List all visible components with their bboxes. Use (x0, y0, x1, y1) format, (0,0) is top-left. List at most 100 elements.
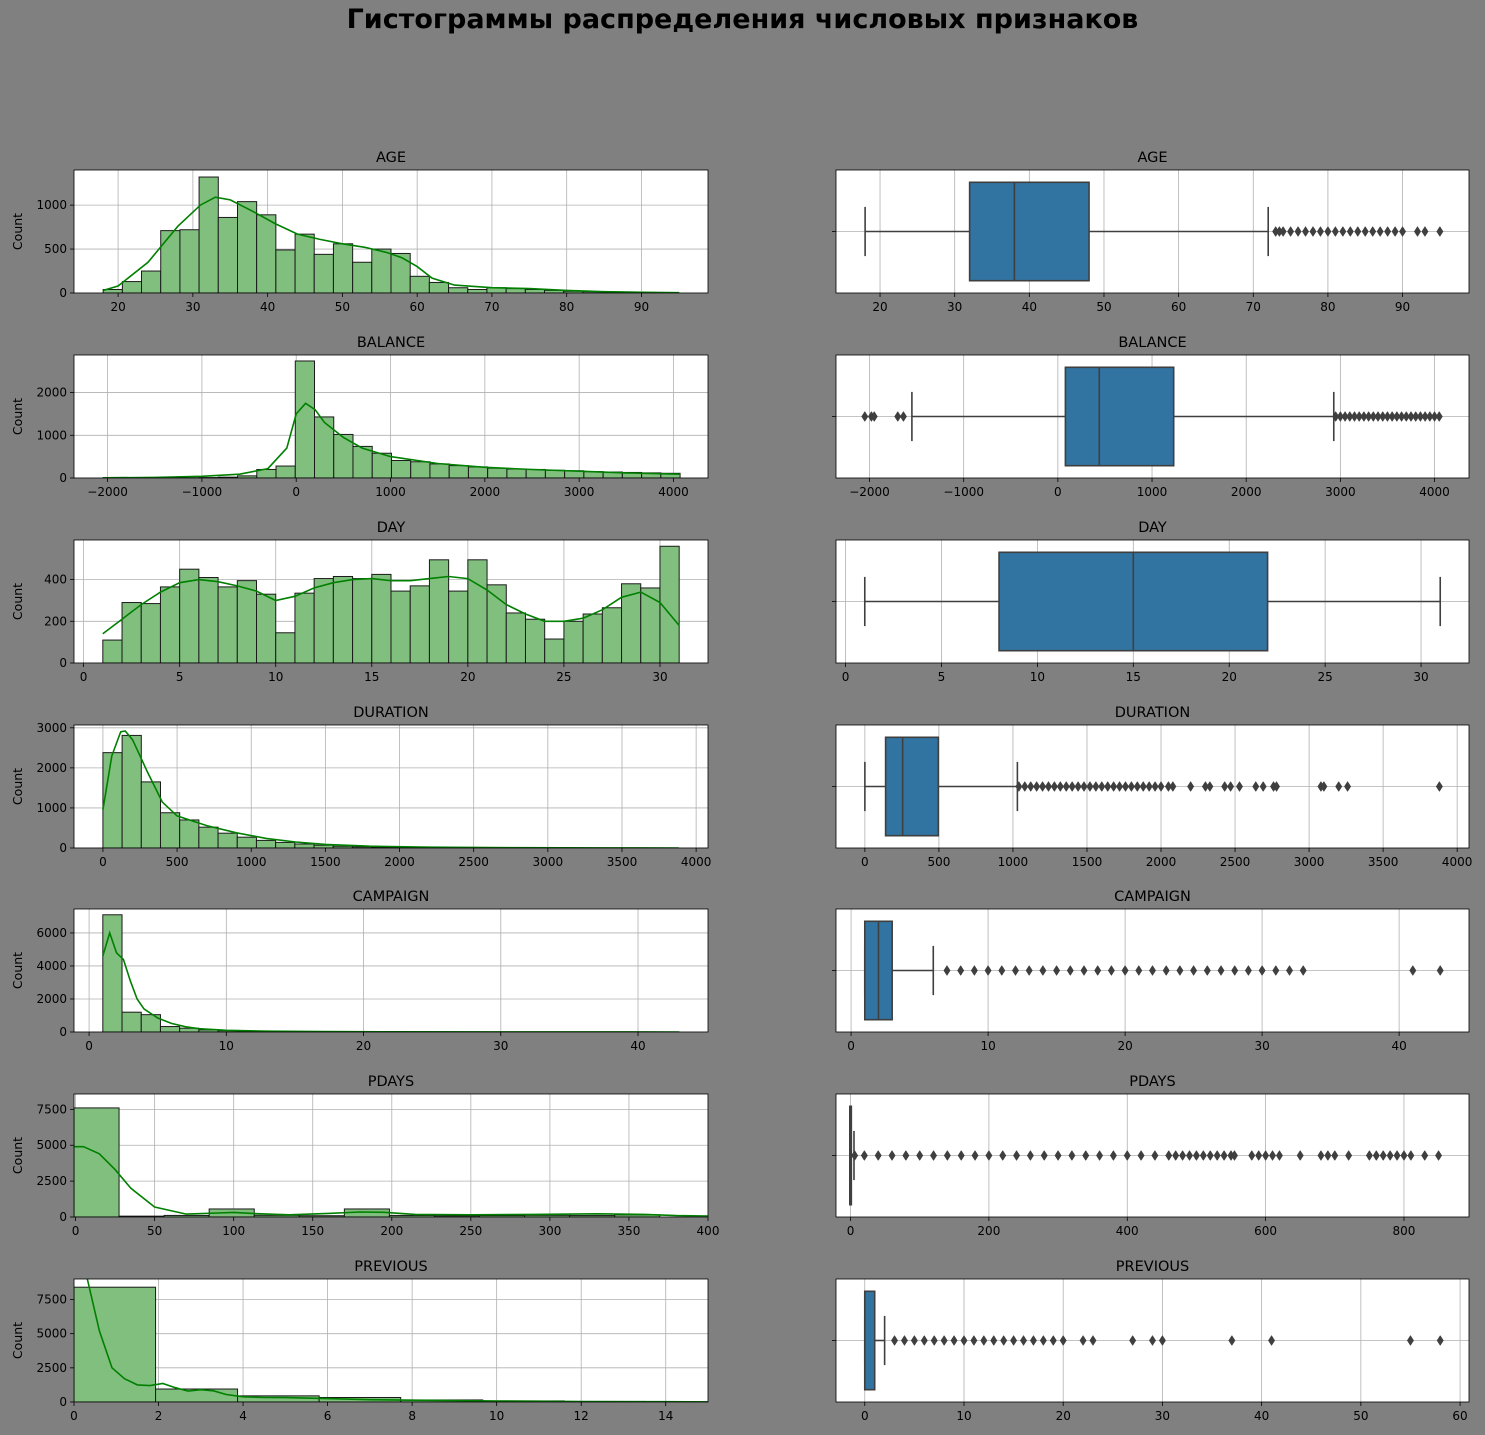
x-tick-label: 20 (1222, 670, 1237, 684)
outlier-marker (899, 411, 907, 422)
outlier-marker (1190, 965, 1198, 976)
outlier-marker (1010, 1335, 1018, 1346)
x-tick-label: 0 (847, 1224, 855, 1238)
outlier-marker (1121, 965, 1129, 976)
kde-curve (74, 1145, 708, 1217)
y-tick-label: 1000 (36, 198, 67, 212)
histogram-bar (179, 229, 200, 293)
x-tick-label: 500 (927, 855, 950, 869)
y-tick-label: 2000 (36, 386, 67, 400)
axes-frame (73, 724, 709, 849)
outlier-marker (1011, 965, 1019, 976)
outlier-marker (1151, 1150, 1159, 1161)
outlier-marker (1107, 965, 1115, 976)
outlier-marker (1053, 965, 1061, 976)
x-tick-label: 2000 (1146, 855, 1177, 869)
x-tick-label: 8 (408, 1409, 416, 1423)
outlier-marker (1421, 1150, 1429, 1161)
x-tick-label: 90 (1395, 300, 1410, 314)
outlier-marker (1279, 226, 1287, 237)
x-tick-label: 10 (956, 1409, 971, 1423)
y-tick-label: 7500 (36, 1293, 67, 1307)
outlier-marker (1151, 781, 1159, 792)
x-tick-label: 1500 (1072, 855, 1103, 869)
outlier-marker (980, 1335, 988, 1346)
outlier-marker (1123, 1150, 1131, 1161)
outlier-marker (1082, 1150, 1090, 1161)
outlier-marker (1020, 1335, 1028, 1346)
plot-area (74, 1107, 708, 1217)
histogram-bar (140, 1014, 161, 1032)
outlier-marker (1165, 1150, 1173, 1161)
histogram-bar (313, 578, 334, 663)
outlier-marker (957, 1150, 965, 1161)
axes-frame (835, 169, 1470, 294)
outlier-marker (1336, 411, 1344, 422)
y-axis-label: Count (10, 1137, 25, 1174)
outlier-marker (1268, 1335, 1276, 1346)
x-tick-label: 3500 (607, 855, 638, 869)
histogram-bar (582, 613, 603, 663)
outlier-marker (1345, 1150, 1353, 1161)
axes-background (74, 1094, 708, 1217)
outlier-marker (1056, 781, 1064, 792)
y-tick-label: 0 (59, 1210, 67, 1224)
histogram-bar (409, 275, 430, 293)
outlier-marker (1324, 226, 1332, 237)
x-tick-label: 250 (459, 1224, 482, 1238)
outlier-marker (1074, 781, 1082, 792)
outlier-marker (1026, 1150, 1034, 1161)
x-tick-label: 2 (155, 1409, 163, 1423)
plot-area (863, 920, 1444, 1021)
outlier-marker (902, 1150, 910, 1161)
outlier-marker (1384, 226, 1392, 237)
histogram-bar (390, 252, 411, 293)
outlier-marker (1299, 965, 1307, 976)
y-tick-label: 0 (59, 1025, 67, 1039)
outlier-marker (1324, 1150, 1332, 1161)
histogram-bar (332, 243, 354, 293)
axes-frame (73, 354, 709, 479)
outlier-marker (1350, 411, 1358, 422)
histogram-bar (659, 545, 680, 663)
histogram-bar (275, 632, 296, 663)
y-axis-label: Count (10, 398, 25, 435)
outlier-marker (1398, 411, 1406, 422)
x-tick-label: 0 (861, 1409, 869, 1423)
outlier-marker (1050, 781, 1058, 792)
x-tick-label: 80 (559, 300, 574, 314)
x-tick-label: 60 (410, 300, 425, 314)
histogram-bar (159, 812, 181, 848)
x-tick-label: 50 (335, 300, 350, 314)
outlier-marker (1054, 1150, 1062, 1161)
x-tick-label: 1000 (998, 855, 1029, 869)
outlier-marker (985, 1150, 993, 1161)
outlier-marker (894, 411, 902, 422)
histogram-bar (448, 465, 469, 478)
outlier-marker (1388, 411, 1396, 422)
histogram-bar (102, 914, 123, 1032)
outlier-marker (984, 965, 992, 976)
x-tick-label: 60 (1171, 300, 1186, 314)
outlier-marker (1379, 411, 1387, 422)
histogram-bar (255, 839, 277, 848)
outlier-marker (1386, 1150, 1394, 1161)
outlier-marker (1331, 226, 1339, 237)
plot-area (849, 1105, 1443, 1206)
outlier-marker (1360, 411, 1368, 422)
x-tick-label: 15 (1126, 670, 1141, 684)
y-tick-label: 0 (59, 1395, 67, 1409)
outlier-marker (1258, 965, 1266, 976)
plot-area (864, 736, 1443, 837)
outlier-marker (1227, 781, 1235, 792)
outlier-marker (1149, 965, 1156, 976)
outlier-marker (1262, 1150, 1270, 1161)
x-tick-label: 800 (1393, 1224, 1416, 1238)
outlier-marker (1402, 411, 1410, 422)
histogram-bar (141, 270, 162, 293)
histogram-bar (102, 639, 123, 663)
y-tick-label: 1000 (36, 428, 67, 442)
histogram-bar (332, 575, 354, 663)
outlier-marker (1259, 781, 1267, 792)
outlier-marker (920, 1335, 928, 1346)
